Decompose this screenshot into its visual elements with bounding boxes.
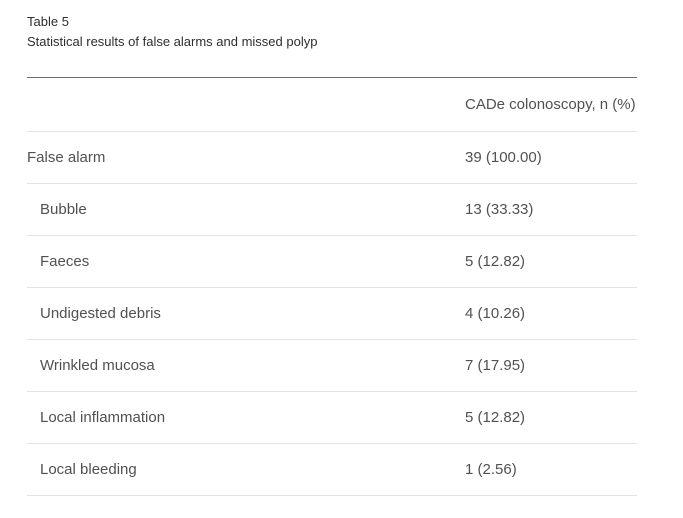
row-value: 13 (33.33) [465, 201, 534, 218]
table-caption-label: Table 5 [27, 14, 69, 29]
table-row: Undigested debris 4 (10.26) [27, 288, 637, 340]
row-value: 7 (17.95) [465, 357, 526, 374]
table-row: Local inflammation 5 (12.82) [27, 392, 637, 444]
table-row: False alarm 39 (100.00) [27, 132, 637, 184]
table-caption-title: Statistical results of false alarms and … [27, 34, 318, 49]
row-value: 4 (10.26) [465, 305, 526, 322]
table-header-row: CADe colonoscopy, n (%) [27, 78, 637, 132]
table-row: Wrinkled mucosa 7 (17.95) [27, 340, 637, 392]
table-row: Bubble 13 (33.33) [27, 184, 637, 236]
table-row: Local bleeding 1 (2.56) [27, 444, 637, 496]
row-label: Local bleeding [40, 461, 137, 478]
statistics-table: CADe colonoscopy, n (%) False alarm 39 (1… [27, 77, 637, 496]
row-value: 5 (12.82) [465, 409, 526, 426]
table-caption: Table 5 Statistical results of false ala… [27, 12, 637, 52]
row-label: Undigested debris [40, 305, 161, 322]
table-body: False alarm 39 (100.00) Bubble 13 (33.33) Fa… [27, 132, 637, 496]
table-row: Faeces 5 (12.82) [27, 236, 637, 288]
row-label: Bubble [40, 201, 87, 218]
row-value: 5 (12.82) [465, 253, 526, 270]
row-label: Faeces [40, 253, 90, 270]
row-label: Local inflammation [40, 409, 166, 426]
row-value: 39 (100.00) [465, 149, 542, 166]
row-label: Wrinkled mucosa [40, 357, 155, 374]
row-value: 1 (2.56) [465, 461, 517, 478]
table-section: Table 5 Statistical results of false ala… [27, 12, 637, 496]
header-cade-colonoscopy: CADe colonoscopy, n (%) [465, 96, 636, 113]
row-label: False alarm [27, 149, 106, 166]
